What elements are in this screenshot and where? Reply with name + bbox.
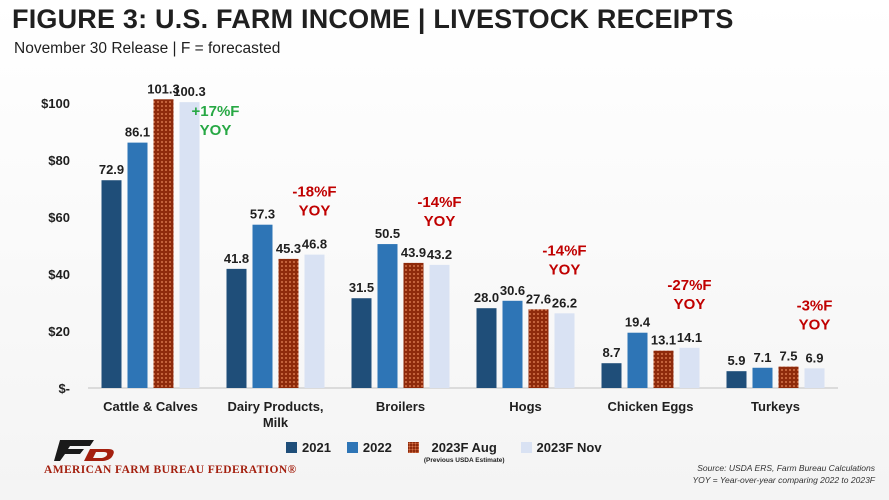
chart-legend: 2021 2022 2023F Aug (Previous USDA Estim… (286, 440, 602, 464)
legend-label-2023f-nov: 2023F Nov (536, 440, 602, 455)
yoy-annotation: -14%F (417, 194, 461, 211)
yoy-definition-line: YOY = Year-over-year comparing 2022 to 2… (692, 475, 875, 485)
bar-dairy-products-milk-2023f-aug (278, 258, 299, 388)
bar-broilers-2023f-nov (429, 264, 450, 388)
data-label: 43.2 (427, 247, 452, 262)
yoy-annotation: -14%F (542, 242, 586, 259)
yoy-annotation: -3%F (797, 297, 833, 314)
yoy-annotation: YOY (424, 213, 456, 230)
data-label: 27.6 (526, 291, 551, 306)
legend-swatch-2023f-aug (407, 442, 419, 453)
data-label: 45.3 (276, 241, 301, 256)
bar-cattle-calves-2023f-nov (179, 102, 200, 389)
legend-note: (Previous USDA Estimate) (423, 457, 505, 464)
yoy-annotation: -18%F (292, 184, 336, 201)
page-subtitle: November 30 Release | F = forecasted (14, 40, 281, 57)
bar-broilers-2023f-aug (403, 262, 424, 388)
bar-cattle-calves-2022 (127, 142, 148, 388)
data-label: 5.9 (727, 353, 745, 368)
bar-hogs-2022 (502, 300, 523, 388)
y-tick-label: $- (58, 381, 70, 396)
legend-label-2023f-aug: 2023F Aug (431, 440, 497, 455)
category-label: Turkeys (751, 399, 800, 414)
yoy-annotation: -27%F (667, 277, 711, 294)
yoy-annotation: YOY (799, 316, 831, 333)
yoy-annotation: YOY (549, 261, 581, 278)
data-label: 46.8 (302, 237, 327, 252)
bar-hogs-2021 (476, 308, 497, 388)
data-label: 86.1 (125, 125, 150, 140)
bar-turkeys-2022 (752, 367, 773, 388)
source-line: Source: USDA ERS, Farm Bureau Calculatio… (697, 463, 875, 473)
bar-dairy-products-milk-2023f-nov (304, 254, 325, 388)
data-label: 41.8 (224, 251, 249, 266)
bar-turkeys-2021 (726, 371, 747, 388)
bar-turkeys-2023f-nov (804, 368, 825, 388)
data-label: 26.2 (552, 295, 577, 310)
legend-label-2022: 2022 (362, 440, 392, 455)
data-label: 8.7 (602, 345, 620, 360)
category-label: Chicken Eggs (608, 399, 694, 414)
category-label: Milk (263, 415, 289, 430)
legend-item-2023f-aug: 2023F Aug (Previous USDA Estimate) (407, 440, 505, 464)
data-label: 19.4 (625, 315, 651, 330)
y-tick-label: $20 (48, 324, 70, 339)
legend-label-2021: 2021 (302, 440, 331, 455)
yoy-annotation: YOY (674, 296, 706, 313)
y-tick-label: $80 (48, 153, 70, 168)
bar-cattle-calves-2023f-aug (153, 99, 174, 389)
data-label: 100.3 (173, 84, 206, 99)
data-label: 7.1 (753, 350, 771, 365)
yoy-annotation: YOY (299, 203, 331, 220)
bar-hogs-2023f-aug (528, 309, 549, 388)
category-label: Cattle & Calves (103, 399, 198, 414)
bar-broilers-2021 (351, 298, 372, 388)
data-label: 14.1 (677, 330, 702, 345)
y-tick-label: $40 (48, 267, 70, 282)
yoy-annotation: +17%F (192, 103, 240, 120)
bar-dairy-products-milk-2021 (226, 268, 247, 388)
bar-dairy-products-milk-2022 (252, 224, 273, 388)
category-label: Broilers (376, 399, 425, 414)
data-label: 13.1 (651, 333, 676, 348)
bar-hogs-2023f-nov (554, 313, 575, 388)
page-title: FIGURE 3: U.S. FARM INCOME | LIVESTOCK R… (12, 4, 734, 34)
y-tick-label: $100 (41, 96, 70, 111)
legend-swatch-2021 (286, 442, 297, 453)
category-label: Dairy Products, (227, 399, 323, 414)
yoy-annotation: YOY (200, 122, 232, 139)
data-label: 72.9 (99, 162, 124, 177)
bar-chicken-eggs-2023f-nov (679, 347, 700, 388)
data-label: 31.5 (349, 280, 374, 295)
data-label: 28.0 (474, 290, 499, 305)
data-label: 50.5 (375, 226, 400, 241)
category-label: Hogs (509, 399, 542, 414)
farm-bureau-logo-icon (54, 440, 114, 461)
source-note: Source: USDA ERS, Farm Bureau Calculatio… (693, 462, 875, 486)
bar-chicken-eggs-2023f-aug (653, 350, 674, 388)
data-label: 6.9 (805, 350, 823, 365)
bar-broilers-2022 (377, 244, 398, 388)
legend-item-2022: 2022 (346, 440, 392, 464)
bar-chicken-eggs-2022 (627, 332, 648, 388)
y-tick-label: $60 (48, 210, 70, 225)
bar-cattle-calves-2021 (101, 180, 122, 388)
bar-turkeys-2023f-aug (778, 366, 799, 388)
logo-text: AMERICAN FARM BUREAU FEDERATION® (44, 464, 297, 476)
legend-swatch-2023f-nov (520, 442, 532, 453)
legend-item-2023f-nov: 2023F Nov (520, 440, 602, 464)
legend-item-2021: 2021 (286, 440, 331, 464)
data-label: 7.5 (779, 349, 797, 364)
data-label: 43.9 (401, 245, 426, 260)
bar-chicken-eggs-2021 (601, 363, 622, 388)
data-label: 57.3 (250, 207, 275, 222)
data-label: 101.3 (147, 81, 180, 96)
data-label: 30.6 (500, 283, 525, 298)
legend-swatch-2022 (346, 442, 358, 453)
